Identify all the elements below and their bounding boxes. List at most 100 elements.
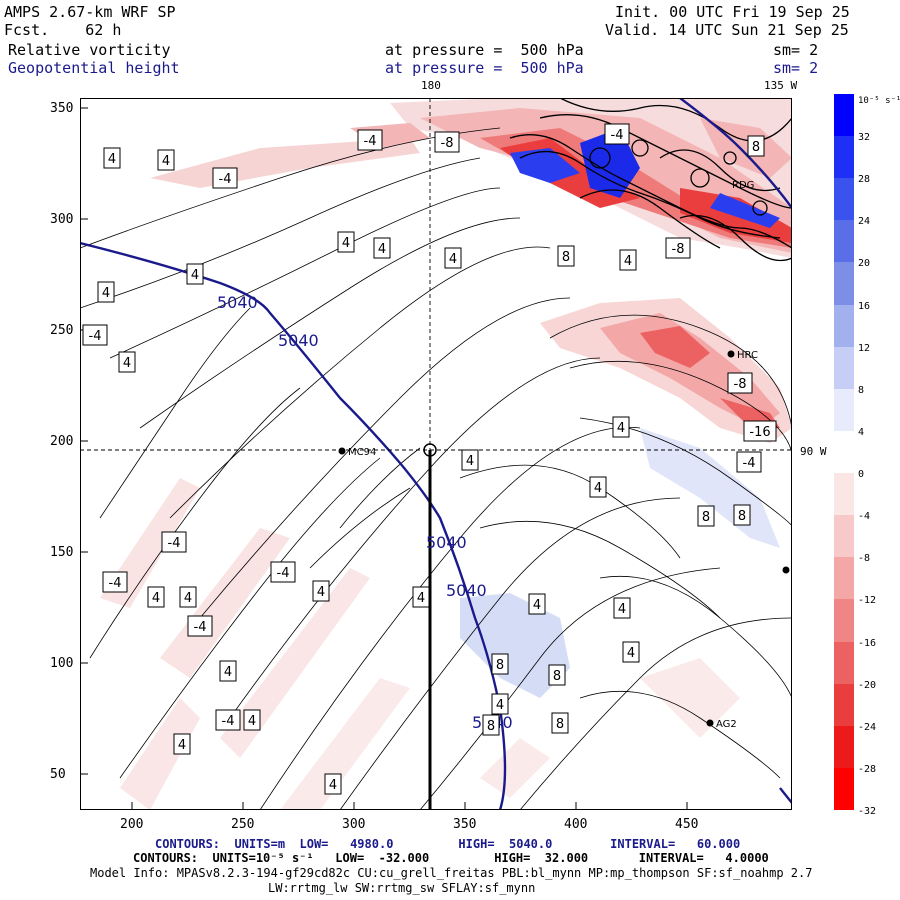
station-dot [727, 350, 735, 358]
station-label: HRC [737, 350, 758, 361]
colorbar-swatch [834, 683, 854, 727]
vorticity-label-box [270, 561, 296, 583]
colorbar-label: 28 [858, 174, 871, 186]
station-dot [706, 719, 714, 727]
colorbar-swatch [834, 557, 854, 600]
field1-smoothing: sm= 2 [773, 41, 819, 59]
x-tick-label: 400 [564, 817, 588, 832]
vorticity-label-box [243, 709, 261, 731]
vorticity-label: 4 [191, 268, 199, 283]
y-tick-label: 300 [50, 212, 74, 227]
field2-smoothing: sm= 2 [773, 59, 819, 77]
vorticity-label: 4 [466, 454, 474, 469]
colorbar-swatch [834, 725, 854, 769]
footer-model-info-2: LW:rrtmg_lw SW:rrtmg_sw SFLAY:sf_mynn [268, 881, 536, 895]
model-title: AMPS 2.67-km WRF SP [4, 3, 176, 21]
station-label: AG2 [716, 719, 737, 730]
vorticity-labels: -4-4-8-4-84 44 4848444-8-16-4-44444-4-4-4-… [82, 123, 777, 795]
station-label: RDG [732, 180, 754, 191]
top-meridian-135w: 135 W [764, 79, 798, 92]
vorticity-label: 4 [449, 252, 457, 267]
colorbar-swatch [834, 220, 854, 263]
x-tick-label: 200 [120, 817, 144, 832]
colorbar-swatch [834, 641, 854, 685]
vorticity-label: 4 [624, 254, 632, 269]
vorticity-label-box [187, 615, 213, 637]
colorbar-swatch [834, 473, 854, 516]
vorticity-label: -4 [168, 536, 181, 551]
vorticity-label: 8 [752, 140, 760, 155]
vorticity-label: 4 [627, 646, 635, 661]
colorbar-label: 4 [858, 426, 865, 438]
vorticity-label-box [324, 773, 342, 795]
vorticity-label: 4 [617, 421, 625, 436]
vorticity-label: 4 [533, 598, 541, 613]
y-tick-label: 50 [50, 767, 66, 782]
vorticity-label: 4 [224, 665, 232, 680]
footer-vorticity-contours: CONTOURS: UNITS=10⁻⁵ s⁻¹ LOW= -32.000 HI… [133, 851, 769, 865]
vorticity-label: -16 [749, 425, 770, 440]
vorticity-label-box [613, 597, 631, 619]
vorticity-label: -4 [364, 134, 377, 149]
vorticity-label-box [528, 593, 546, 615]
vorticity-label-box [434, 131, 460, 153]
vorticity-map: 5040 5040 5040 5040 5040 -4-4-8-4-844448… [80, 98, 792, 810]
vorticity-label-box [118, 351, 136, 373]
vorticity-label-box [557, 245, 575, 267]
valid-time: Valid. 14 UTC Sun 21 Sep 25 [605, 21, 849, 39]
vorticity-label-box [619, 249, 637, 271]
colorbar-swatch [834, 599, 854, 643]
height-label: 5040 [426, 533, 467, 552]
colorbar-swatch [834, 262, 854, 306]
x-tick-label: 250 [231, 817, 255, 832]
vorticity-label-box [491, 693, 509, 715]
y-tick-label: 200 [50, 434, 74, 449]
vorticity-label-box [697, 505, 715, 527]
vorticity-label-box [622, 641, 640, 663]
footer-model-info: Model Info: MPASv8.2.3-194-gf29cd82c CU:… [90, 866, 813, 880]
y-tick-label: 250 [50, 323, 74, 338]
colorbar-label: -24 [858, 721, 877, 733]
vorticity-label-box [312, 580, 330, 602]
vorticity-label: 4 [248, 714, 256, 729]
vorticity-label-box [147, 586, 165, 608]
storm-contour-cluster [509, 98, 792, 262]
colorbar-swatch [834, 767, 854, 811]
vorticity-label-box [97, 281, 115, 303]
colorbar-label: 16 [858, 300, 871, 312]
vorticity-label: 4 [102, 286, 110, 301]
forecast-hour: Fcst. 62 h [4, 21, 122, 39]
vorticity-label-box [665, 237, 691, 259]
vorticity-label: 8 [553, 669, 561, 684]
vorticity-label: -4 [222, 714, 235, 729]
vorticity-label: 8 [562, 250, 570, 265]
vorticity-label-box [727, 372, 753, 394]
vorticity-label: 8 [702, 510, 710, 525]
map-frame [80, 98, 792, 810]
colorbar-unit: 10⁻⁵ s⁻¹ [858, 96, 900, 106]
vorticity-label-box [357, 129, 383, 151]
vorticity-label: 4 [618, 602, 626, 617]
vorticity-label: 4 [417, 591, 425, 606]
colorbar-swatch [834, 346, 854, 390]
colorbar-label: 0 [858, 469, 865, 481]
colorbar [834, 94, 854, 811]
colorbar-label: -16 [858, 637, 877, 649]
vorticity-label: 4 [329, 778, 337, 793]
vorticity-label-box [733, 504, 751, 526]
vorticity-label-box [102, 571, 128, 593]
x-tick-label: 300 [342, 817, 366, 832]
field2-level: at pressure = 500 hPa [385, 59, 584, 77]
vorticity-label: -8 [734, 377, 747, 392]
vorticity-label-box [103, 147, 121, 169]
vorticity-label: 4 [342, 236, 350, 251]
vorticity-label: 8 [496, 658, 504, 673]
vorticity-label-box [412, 586, 430, 608]
vorticity-label: -4 [611, 128, 624, 143]
vorticity-label: 4 [496, 698, 504, 713]
pole-marker [423, 443, 437, 457]
colorbar-label: -28 [858, 763, 877, 775]
colorbar-swatch [834, 136, 854, 179]
vorticity-label-box [373, 237, 391, 259]
colorbar-label: -32 [858, 806, 877, 817]
